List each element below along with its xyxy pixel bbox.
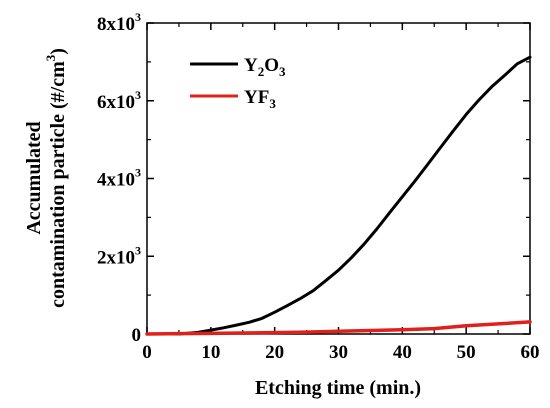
y-tick-label: 2x103	[97, 243, 141, 268]
legend-label-text: YF	[244, 87, 269, 108]
x-tick-label: 0	[142, 342, 152, 363]
series-lines	[145, 55, 532, 336]
legend-label-yf3: YF3	[244, 87, 276, 111]
y-tick-label: 6x103	[97, 88, 141, 113]
x-tick-label: 50	[457, 342, 476, 363]
x-tick-label: 60	[521, 342, 540, 363]
series-line-y2o3	[145, 55, 532, 336]
legend-label-subscript: 2	[258, 64, 265, 79]
legend-label-subscript: 3	[279, 64, 286, 79]
y-tick-label-base: 6x10	[97, 92, 135, 113]
x-tick-label: 10	[201, 342, 220, 363]
series-line-yf3	[145, 320, 532, 336]
y-tick-label-exp: 3	[135, 166, 141, 180]
y-tick-label: 8x103	[97, 10, 141, 35]
legend-label-y2o3: Y2O3	[244, 55, 286, 79]
plot-area	[146, 22, 531, 335]
y-tick-label-exp: 3	[135, 243, 141, 257]
legend-label-text: Y	[244, 55, 258, 76]
y-axis-title: Accumulated contamination particle (#/cm…	[23, 48, 69, 308]
y-axis-title-line1: Accumulated	[23, 121, 45, 234]
y-axis-title-end: )	[47, 48, 69, 55]
y-axis-title-main: contamination particle (#/cm	[47, 61, 69, 308]
x-tick-label: 20	[265, 342, 284, 363]
y-tick-label-exp: 3	[135, 10, 141, 24]
x-axis-title: Etching time (min.)	[255, 377, 421, 399]
y-tick-label-base: 0	[132, 325, 142, 346]
legend-label-subscript: 3	[269, 96, 276, 111]
y-tick-label-base: 4x10	[97, 170, 135, 191]
x-tick-label: 30	[329, 342, 348, 363]
ticks	[146, 22, 531, 335]
y-tick-label: 0	[132, 325, 142, 346]
x-tick-label: 40	[393, 342, 412, 363]
y-tick-label-exp: 3	[135, 88, 141, 102]
y-tick-label-base: 8x10	[97, 14, 135, 35]
legend-label-text: O	[264, 55, 279, 76]
y-tick-label: 4x103	[97, 166, 141, 191]
y-axis-title-line2: contamination particle (#/cm3)	[43, 48, 69, 308]
y-tick-label-base: 2x10	[97, 247, 135, 268]
y-axis-title-sup: 3	[43, 54, 58, 61]
